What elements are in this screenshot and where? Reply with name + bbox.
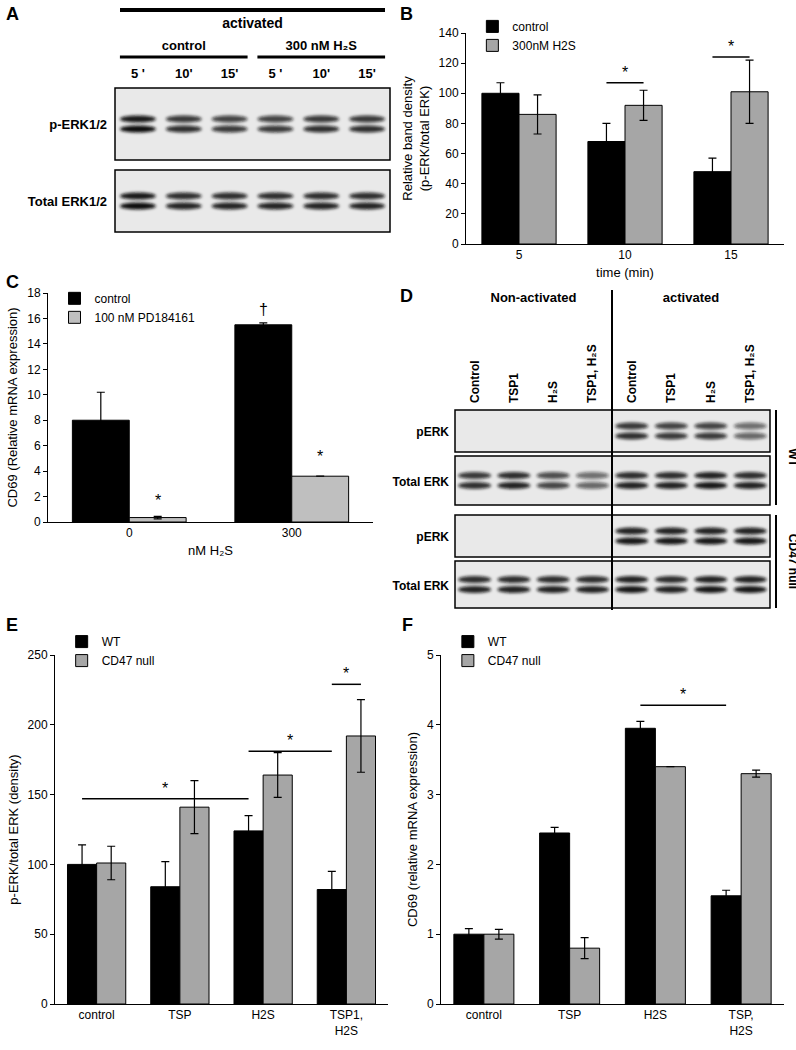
svg-text:TSP1: TSP1 [507, 373, 521, 403]
svg-text:Control: Control [468, 360, 482, 403]
svg-text:WT: WT [488, 635, 507, 649]
svg-text:TSP,H2S: TSP,H2S [729, 1008, 754, 1038]
svg-text:300nM H2S: 300nM H2S [512, 39, 575, 53]
svg-text:Relative band density(p-ERK/to: Relative band density(p-ERK/total ERK) [400, 76, 432, 201]
svg-text:18: 18 [27, 286, 41, 300]
svg-text:*: * [343, 665, 349, 682]
svg-text:time (min): time (min) [596, 265, 654, 280]
svg-text:300: 300 [282, 526, 302, 540]
svg-text:Control: Control [625, 360, 639, 403]
svg-text:H₂S: H₂S [546, 381, 560, 403]
svg-text:0: 0 [34, 515, 41, 529]
svg-text:TSP1, H₂S: TSP1, H₂S [743, 344, 757, 403]
svg-text:nM H₂S: nM H₂S [188, 543, 233, 558]
svg-text:0: 0 [126, 526, 133, 540]
svg-text:80: 80 [445, 117, 459, 131]
svg-text:pERK: pERK [416, 425, 449, 439]
svg-text:100: 100 [439, 86, 459, 100]
svg-text:H2S: H2S [251, 1008, 274, 1022]
svg-text:5: 5 [427, 648, 434, 662]
svg-text:50: 50 [34, 927, 48, 941]
svg-text:0: 0 [41, 997, 48, 1011]
svg-text:WT: WT [786, 448, 796, 467]
svg-text:5 ': 5 ' [268, 66, 282, 81]
svg-text:Total ERK: Total ERK [393, 579, 450, 593]
svg-text:TSP: TSP [168, 1008, 191, 1022]
svg-text:15: 15 [724, 248, 738, 262]
svg-text:3: 3 [427, 788, 434, 802]
svg-text:H2S: H2S [644, 1008, 667, 1022]
svg-text:200: 200 [28, 718, 48, 732]
svg-text:†: † [259, 301, 268, 318]
svg-text:12: 12 [27, 363, 41, 377]
svg-text:10': 10' [175, 66, 193, 81]
html-text:D: D [400, 286, 413, 306]
svg-text:10': 10' [312, 66, 330, 81]
html-text:C: C [6, 272, 19, 292]
svg-text:pERK: pERK [416, 530, 449, 544]
svg-text:40: 40 [445, 177, 459, 191]
svg-text:CD47 null: CD47 null [786, 534, 796, 589]
svg-text:5: 5 [516, 248, 523, 262]
svg-text:activated: activated [222, 15, 283, 31]
svg-text:control: control [95, 292, 131, 306]
svg-text:H₂S: H₂S [704, 381, 718, 403]
svg-text:*: * [728, 38, 734, 55]
svg-text:CD47 null: CD47 null [102, 654, 155, 668]
html-text:E: E [6, 615, 18, 635]
svg-text:TSP: TSP [558, 1008, 581, 1022]
svg-text:250: 250 [28, 648, 48, 662]
svg-text:0: 0 [427, 997, 434, 1011]
svg-text:120: 120 [439, 56, 459, 70]
svg-text:*: * [680, 686, 686, 703]
svg-text:5 ': 5 ' [131, 66, 145, 81]
svg-text:2: 2 [34, 490, 41, 504]
svg-text:p-ERK/total ERK (density): p-ERK/total ERK (density) [6, 754, 21, 904]
svg-text:TSP1: TSP1 [664, 373, 678, 403]
svg-text:Total ERK1/2: Total ERK1/2 [28, 194, 107, 209]
svg-text:1: 1 [427, 927, 434, 941]
svg-text:100: 100 [28, 858, 48, 872]
svg-text:control: control [162, 38, 206, 53]
svg-text:WT: WT [102, 635, 121, 649]
html-text:B: B [400, 4, 413, 24]
svg-text:15': 15' [358, 66, 376, 81]
svg-text:100 nM PD184161: 100 nM PD184161 [95, 311, 195, 325]
svg-text:*: * [155, 492, 161, 509]
svg-text:Non-activated: Non-activated [491, 290, 577, 305]
svg-text:activated: activated [663, 290, 719, 305]
svg-text:10: 10 [27, 388, 41, 402]
svg-text:Total ERK: Total ERK [393, 475, 450, 489]
svg-text:14: 14 [27, 337, 41, 351]
svg-text:*: * [622, 64, 628, 81]
svg-text:*: * [287, 732, 293, 749]
svg-text:150: 150 [28, 788, 48, 802]
svg-text:TSP1, H₂S: TSP1, H₂S [585, 344, 599, 403]
svg-text:p-ERK1/2: p-ERK1/2 [49, 117, 107, 132]
svg-text:10: 10 [618, 248, 632, 262]
svg-text:control: control [466, 1008, 502, 1022]
svg-text:4: 4 [34, 464, 41, 478]
svg-text:2: 2 [427, 858, 434, 872]
html-text:F: F [402, 615, 413, 635]
svg-text:20: 20 [445, 207, 459, 221]
html-text:A: A [6, 4, 19, 24]
svg-text:300 nM H₂S: 300 nM H₂S [285, 38, 357, 53]
svg-text:control: control [79, 1008, 115, 1022]
svg-text:60: 60 [445, 147, 459, 161]
svg-text:CD69 (relative mRNA expression: CD69 (relative mRNA expression) [405, 732, 420, 927]
svg-text:TSP1,H2S: TSP1,H2S [330, 1008, 363, 1038]
svg-text:16: 16 [27, 312, 41, 326]
svg-text:4: 4 [427, 718, 434, 732]
svg-text:0: 0 [452, 237, 459, 251]
svg-text:*: * [317, 448, 323, 465]
svg-text:140: 140 [439, 26, 459, 40]
svg-text:CD69 (Relative mRNA expression: CD69 (Relative mRNA expression) [5, 307, 20, 507]
svg-text:control: control [512, 20, 548, 34]
svg-text:*: * [162, 780, 168, 797]
svg-text:15': 15' [221, 66, 239, 81]
svg-text:CD47 null: CD47 null [488, 654, 541, 668]
svg-text:8: 8 [34, 413, 41, 427]
svg-text:6: 6 [34, 439, 41, 453]
